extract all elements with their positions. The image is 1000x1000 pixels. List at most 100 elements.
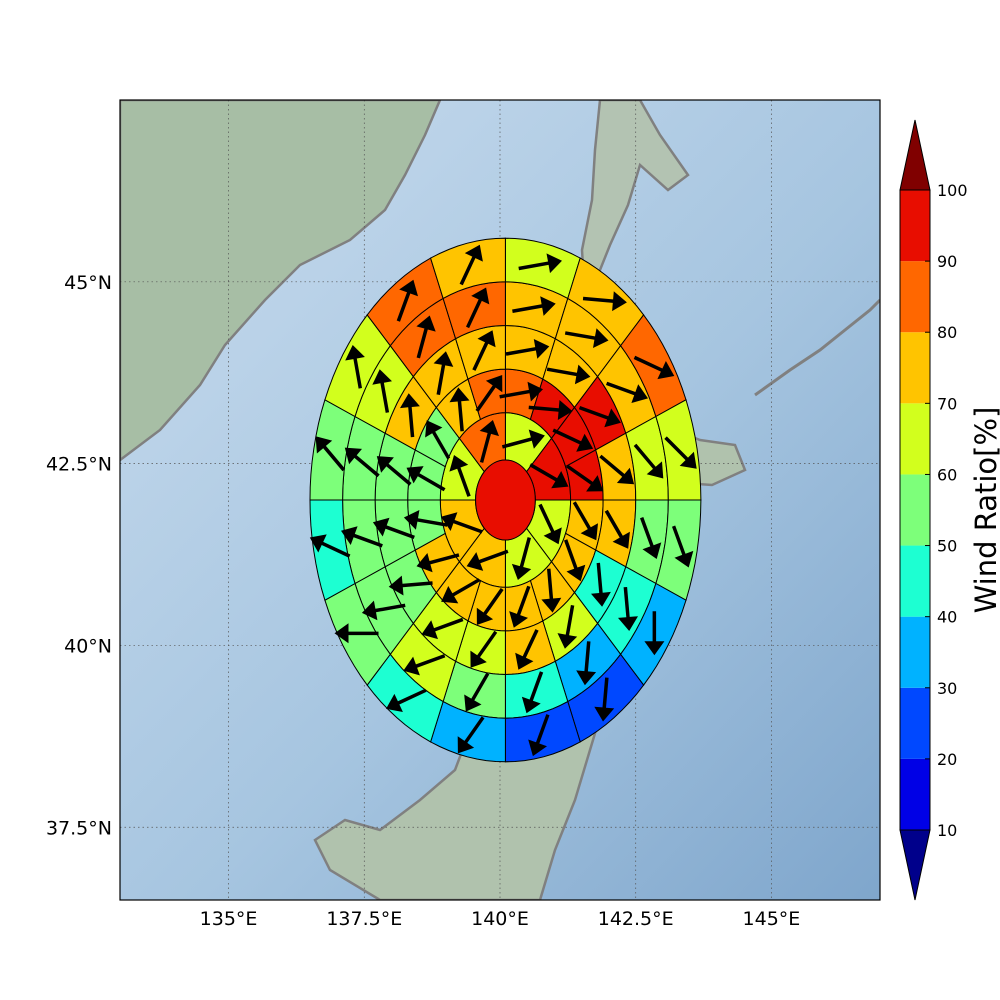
x-tick-label: 140°E: [471, 908, 529, 930]
wind-arrow: [421, 617, 464, 640]
wind-arrow: [433, 351, 454, 395]
wind-arrow: [449, 387, 470, 432]
colorbar-segment: [900, 616, 930, 688]
wind-arrow: [538, 503, 562, 545]
wind-arrow: [459, 244, 483, 286]
wind-arrow: [476, 588, 504, 625]
wind-arrow: [518, 253, 562, 274]
wind-arrow: [566, 464, 604, 492]
wind-arrow: [341, 526, 383, 548]
colorbar-over-extension: [899, 119, 931, 191]
wind-arrow: [672, 525, 694, 568]
wind-arrow: [618, 587, 638, 631]
continent-landmass: [120, 100, 442, 462]
wind-arrow: [400, 393, 420, 438]
y-axis-ticks: 45°N 42.5°N 40°N 37.5°N: [46, 272, 112, 839]
wind-arrow: [509, 585, 531, 628]
wind-arrow: [640, 517, 662, 559]
wind-grid: [310, 238, 702, 763]
wind-arrow: [528, 714, 550, 757]
wind-arrow: [591, 562, 611, 607]
colorbar-tick-label: 100: [937, 181, 968, 200]
wind-arrow: [557, 605, 578, 649]
wind-arrow: [361, 600, 406, 621]
wind-arrow: [425, 420, 451, 460]
wind-arrow: [376, 456, 412, 486]
wind-arrow: [406, 466, 446, 492]
wind-arrow: [396, 279, 418, 322]
wind-arrow: [541, 568, 562, 613]
wind-arrow: [449, 455, 471, 497]
wind-arrow: [594, 677, 615, 722]
colorbar-segment: [900, 758, 930, 830]
wind-arrow: [416, 553, 460, 573]
x-tick-label: 135°E: [200, 908, 258, 930]
graticule: [120, 100, 880, 900]
wind-arrow: [564, 539, 586, 582]
wind-arrow: [457, 716, 485, 754]
wind-arrow: [345, 345, 365, 389]
wind-arrow: [416, 315, 436, 359]
wind-arrow: [441, 578, 481, 604]
y-tick-label: 42.5°N: [46, 454, 112, 476]
colorbar-tick-label: 90: [937, 252, 957, 271]
wind-arrow: [372, 369, 392, 413]
wind-arrow: [578, 406, 621, 428]
wind-arrow: [582, 291, 627, 312]
wind-arrow: [466, 549, 509, 571]
wind-arrows: [309, 244, 697, 757]
wind-arrow: [372, 517, 415, 539]
x-tick-label: 145°E: [743, 908, 801, 930]
wind-arrow: [528, 400, 573, 420]
center-cell: [475, 459, 536, 541]
colorbar-segment: [900, 261, 930, 333]
colorbar-segment: [900, 474, 930, 546]
wind-arrow: [599, 454, 635, 485]
x-tick-label: 142.5°E: [598, 908, 674, 930]
wind-arrow: [403, 510, 448, 530]
sakhalin-island: [580, 100, 690, 305]
wind-arrow: [403, 654, 446, 676]
wind-arrow: [440, 512, 483, 534]
colorbar-tick-label: 20: [937, 750, 957, 769]
colorbar: 10 20 30 40 50 60 70 80 90 100: [899, 119, 968, 901]
colorbar-tick-label: 30: [937, 679, 957, 698]
wind-arrow: [529, 463, 569, 489]
map-frame: [119, 99, 881, 901]
wind-arrow: [572, 501, 598, 541]
wind-arrow: [604, 509, 630, 549]
colorbar-segment: [900, 687, 930, 759]
x-axis-ticks: 135°E 137.5°E 140°E 142.5°E 145°E: [200, 908, 801, 930]
map-area: [119, 99, 881, 901]
wind-arrow: [386, 688, 427, 712]
wind-arrow: [511, 537, 532, 580]
wind-arrow: [521, 671, 544, 714]
colorbar-tick-label: 70: [937, 394, 957, 413]
colorbar-label: Wind Ratio[%]: [969, 407, 1000, 614]
wind-arrow: [499, 381, 543, 402]
wind-arrow: [501, 429, 545, 449]
wind-arrow: [633, 355, 675, 380]
wind-arrow: [505, 339, 550, 359]
wind-arrow: [515, 629, 539, 670]
colorbar-tick-label: 80: [937, 323, 957, 342]
wind-arrow: [344, 447, 380, 478]
wind-arrow: [664, 436, 697, 469]
wind-arrow: [606, 381, 648, 403]
wind-arrow: [315, 436, 346, 472]
colorbar-under-extension: [899, 829, 931, 901]
wind-arrow: [472, 330, 496, 371]
wind-arrow: [309, 534, 351, 558]
colorbar-segment: [900, 403, 930, 475]
wind-arrow: [644, 611, 665, 656]
wind-arrow: [576, 641, 597, 686]
colorbar-frame: [899, 189, 931, 831]
colorbar-segment: [900, 545, 930, 617]
colorbar-tick-label: 40: [937, 608, 957, 627]
wind-arrow: [552, 428, 594, 452]
colorbar-segment: [900, 190, 930, 262]
wind-arrow: [475, 375, 503, 412]
y-tick-label: 37.5°N: [46, 817, 112, 839]
colorbar-tick-label: 60: [937, 465, 957, 484]
